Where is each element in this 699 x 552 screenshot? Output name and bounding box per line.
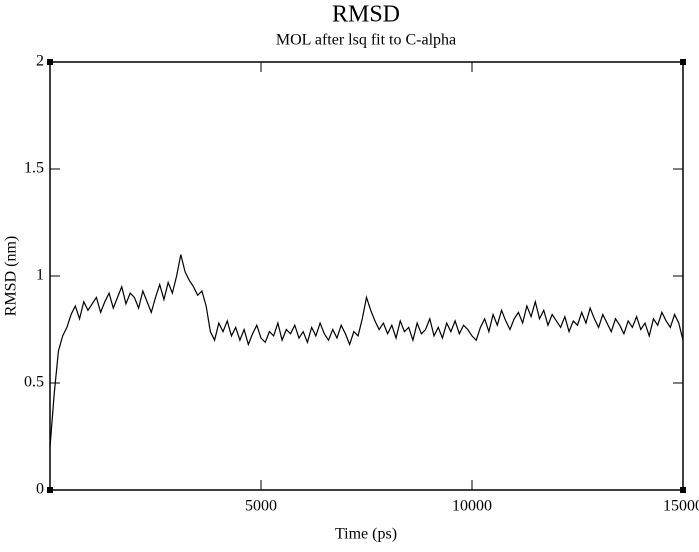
x-tick-label: 15000 xyxy=(663,498,699,515)
chart-subtitle: MOL after lsq fit to C-alpha xyxy=(276,32,456,49)
y-tick-label: 2 xyxy=(36,53,44,70)
y-axis-label: RMSD (nm) xyxy=(3,236,20,316)
y-tick-label: 1.5 xyxy=(24,160,44,177)
plot-frame xyxy=(49,61,684,491)
chart-title: RMSD xyxy=(332,2,400,28)
x-tick-label: 10000 xyxy=(452,498,492,515)
y-tick-label: 0.5 xyxy=(24,374,44,391)
x-axis-label: Time (ps) xyxy=(335,526,397,543)
y-tick-label: 1 xyxy=(36,267,44,284)
data-line xyxy=(49,254,684,448)
x-tick-label: 5000 xyxy=(245,498,277,515)
y-tick-label: 0 xyxy=(36,481,44,498)
